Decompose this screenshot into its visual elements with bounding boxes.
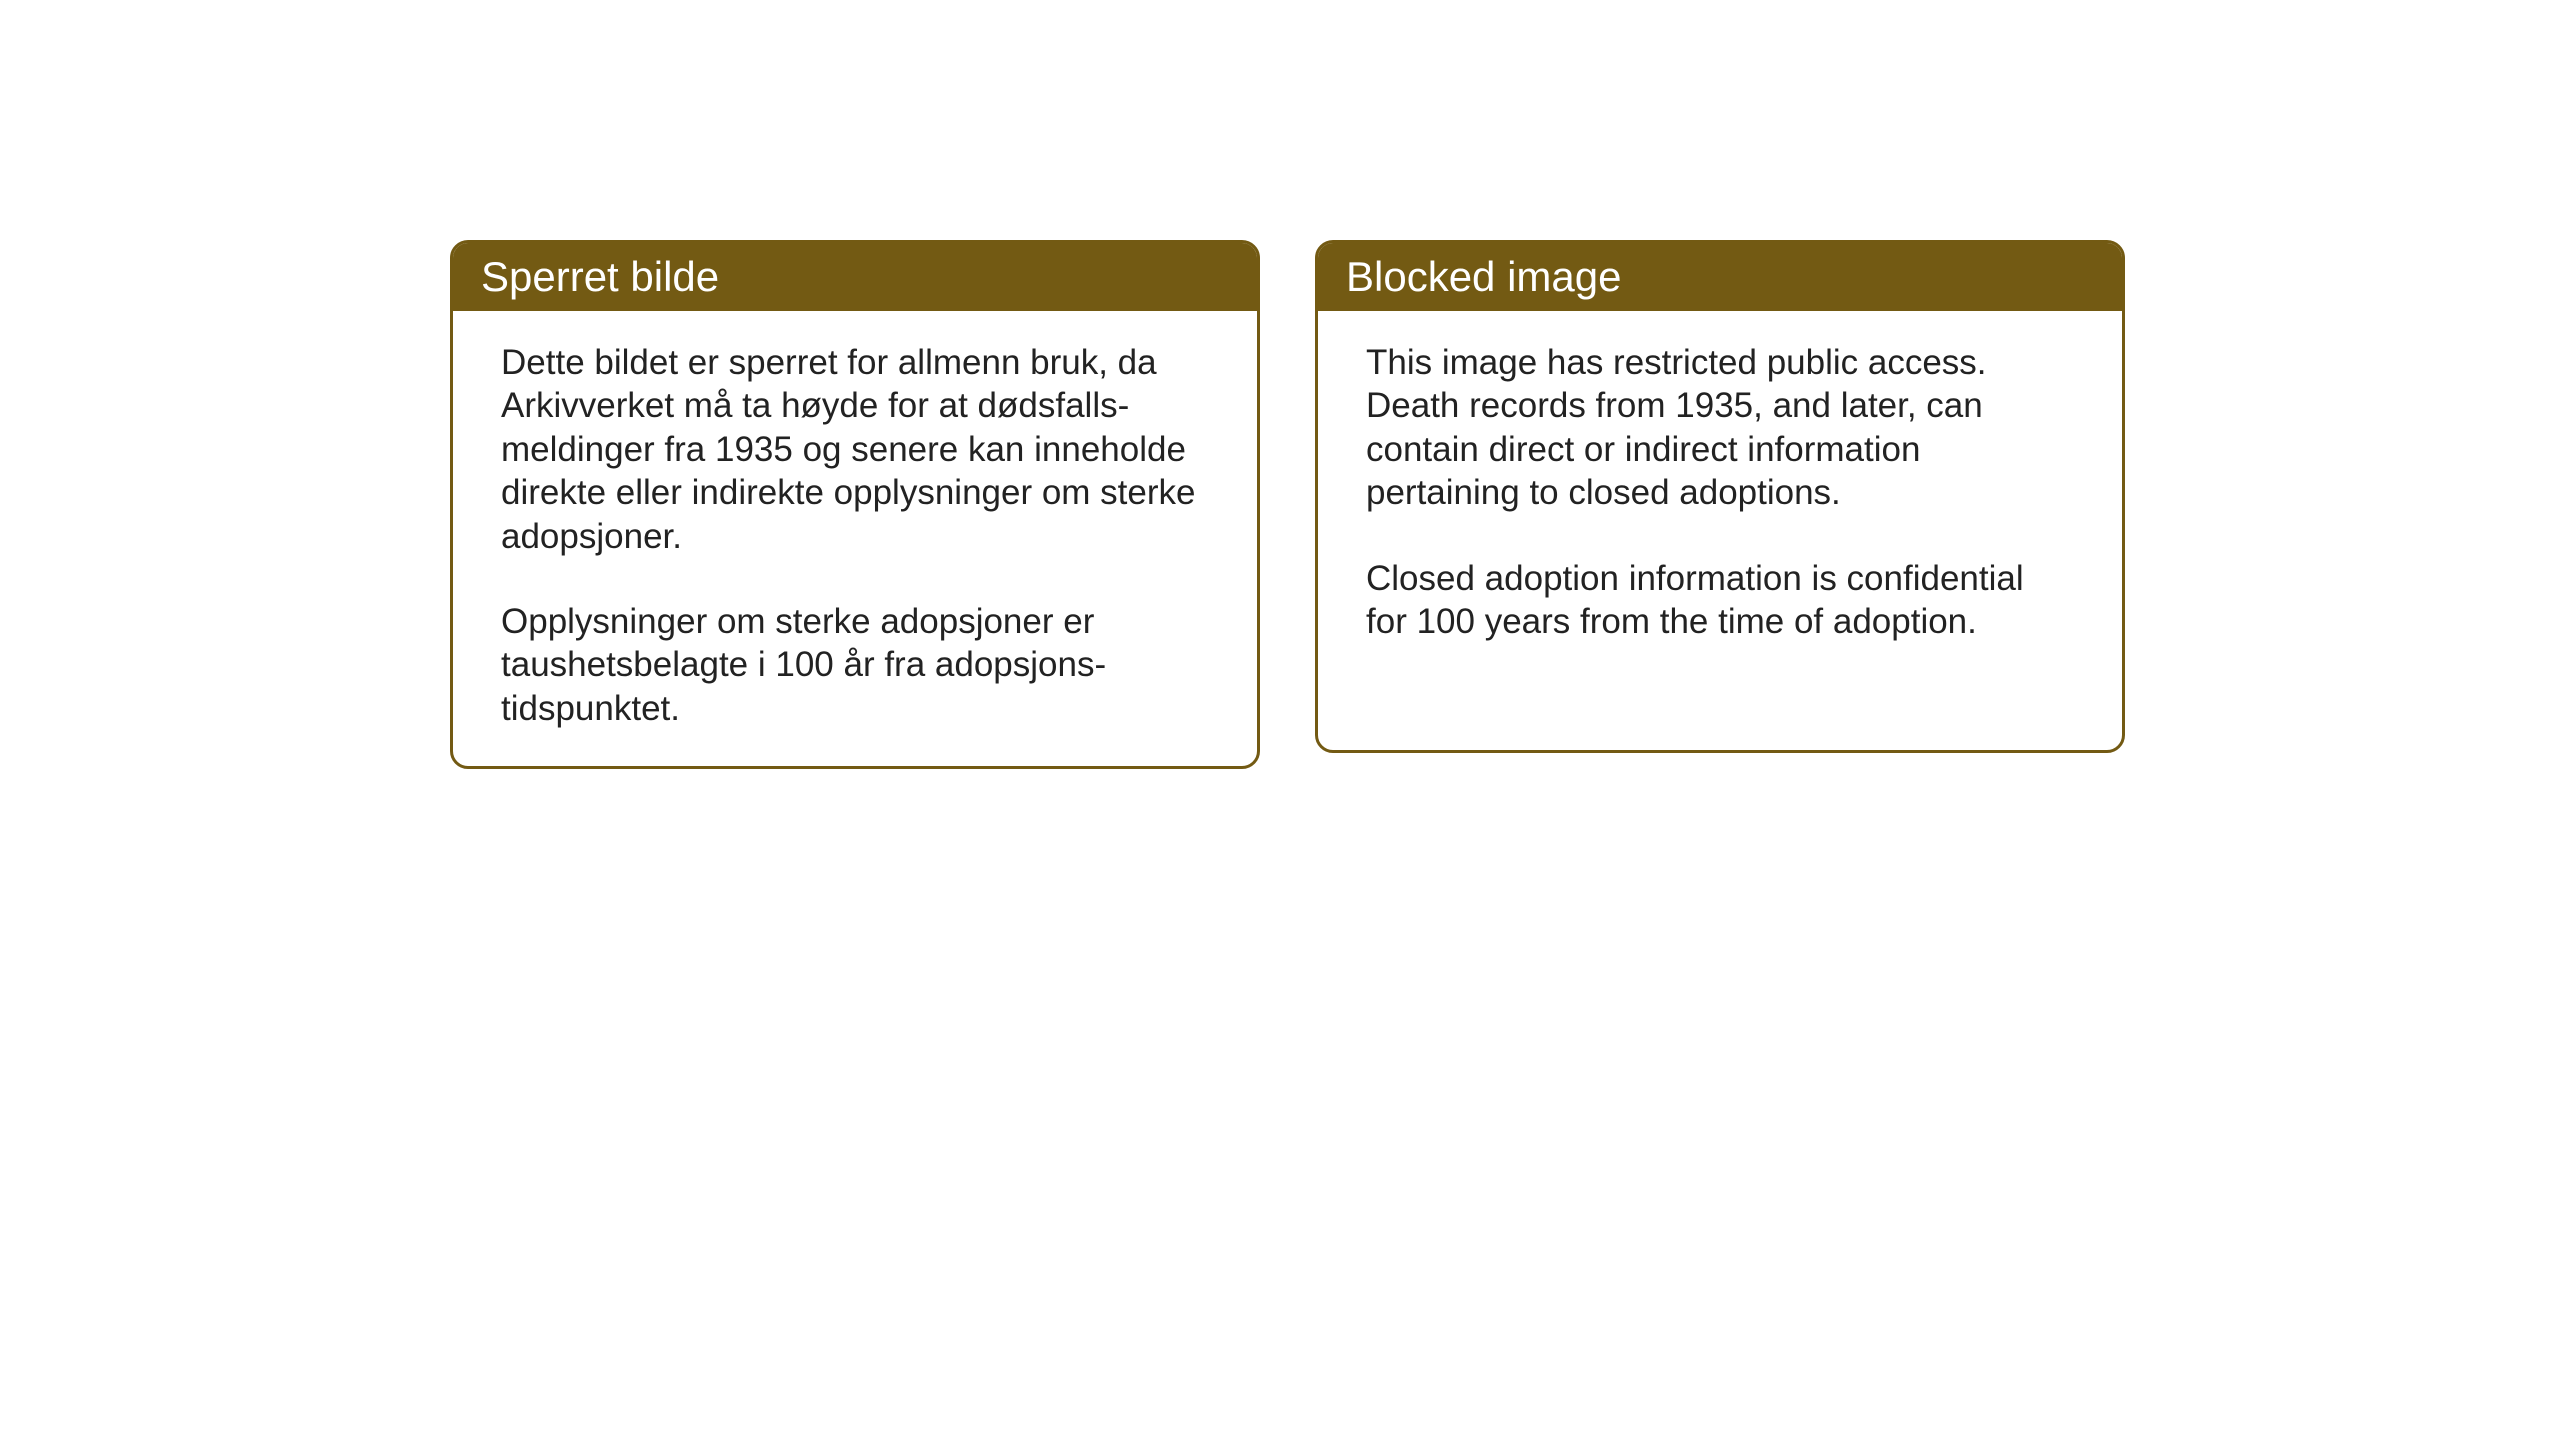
card-body-norwegian: Dette bildet er sperret for allmenn bruk… xyxy=(453,311,1257,766)
card-header-english: Blocked image xyxy=(1318,243,2122,311)
card-header-norwegian: Sperret bilde xyxy=(453,243,1257,311)
paragraph-text: Closed adoption information is confident… xyxy=(1366,557,2074,644)
paragraph-text: Opplysninger om sterke adopsjoner er tau… xyxy=(501,600,1209,730)
paragraph-text: This image has restricted public access.… xyxy=(1366,341,2074,515)
notice-card-norwegian: Sperret bilde Dette bildet er sperret fo… xyxy=(450,240,1260,769)
notice-container: Sperret bilde Dette bildet er sperret fo… xyxy=(450,240,2125,769)
paragraph-text: Dette bildet er sperret for allmenn bruk… xyxy=(501,341,1209,558)
card-body-english: This image has restricted public access.… xyxy=(1318,311,2122,679)
notice-card-english: Blocked image This image has restricted … xyxy=(1315,240,2125,753)
